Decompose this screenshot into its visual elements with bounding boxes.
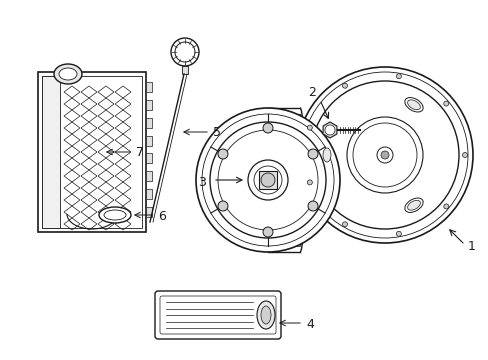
Bar [259, 171, 276, 189]
Circle shape [175, 42, 195, 62]
Circle shape [346, 117, 422, 193]
Circle shape [261, 173, 274, 187]
Bar [38, 72, 146, 232]
Circle shape [218, 149, 227, 159]
Bar [42, 76, 60, 228]
Circle shape [352, 123, 416, 187]
Text: 6: 6 [158, 210, 165, 222]
Ellipse shape [261, 306, 270, 324]
Text: 3: 3 [198, 175, 205, 189]
Circle shape [263, 227, 272, 237]
Circle shape [306, 180, 312, 185]
Ellipse shape [407, 200, 420, 210]
Circle shape [307, 149, 317, 159]
Circle shape [376, 147, 392, 163]
Bar [146, 153, 152, 163]
Circle shape [325, 125, 334, 135]
Ellipse shape [54, 64, 82, 84]
Circle shape [209, 122, 325, 238]
Text: 7: 7 [136, 147, 143, 159]
Bar [146, 171, 152, 181]
Circle shape [310, 81, 458, 229]
Text: 1: 1 [467, 240, 475, 253]
Circle shape [443, 204, 448, 209]
Bar [146, 82, 152, 92]
Circle shape [218, 201, 227, 211]
Ellipse shape [323, 148, 330, 162]
Ellipse shape [59, 68, 77, 80]
Ellipse shape [404, 198, 422, 212]
Circle shape [202, 114, 333, 246]
Ellipse shape [407, 100, 420, 110]
Ellipse shape [99, 207, 131, 223]
Ellipse shape [320, 145, 332, 165]
Circle shape [196, 108, 339, 252]
Circle shape [171, 38, 199, 66]
Ellipse shape [257, 301, 274, 329]
Text: 2: 2 [307, 85, 315, 99]
Bar [146, 189, 152, 199]
Circle shape [342, 83, 347, 88]
Polygon shape [323, 122, 336, 138]
Bar [146, 207, 152, 217]
Bar [182, 66, 187, 74]
Circle shape [218, 130, 317, 230]
Circle shape [247, 160, 287, 200]
Circle shape [306, 125, 312, 130]
Ellipse shape [404, 98, 422, 112]
Bar [42, 76, 142, 228]
Circle shape [380, 151, 388, 159]
FancyBboxPatch shape [155, 291, 281, 339]
Bar [146, 136, 152, 145]
Bar [146, 118, 152, 128]
Ellipse shape [99, 207, 131, 223]
Bar [146, 100, 152, 110]
Circle shape [396, 231, 401, 236]
Circle shape [302, 72, 467, 238]
Circle shape [296, 67, 472, 243]
Circle shape [396, 74, 401, 79]
Circle shape [342, 222, 347, 227]
Circle shape [263, 123, 272, 133]
Circle shape [307, 201, 317, 211]
Circle shape [462, 153, 467, 158]
Ellipse shape [104, 210, 126, 220]
Circle shape [443, 101, 448, 106]
Text: 5: 5 [213, 126, 221, 139]
Text: 4: 4 [305, 318, 313, 330]
Circle shape [253, 166, 282, 194]
